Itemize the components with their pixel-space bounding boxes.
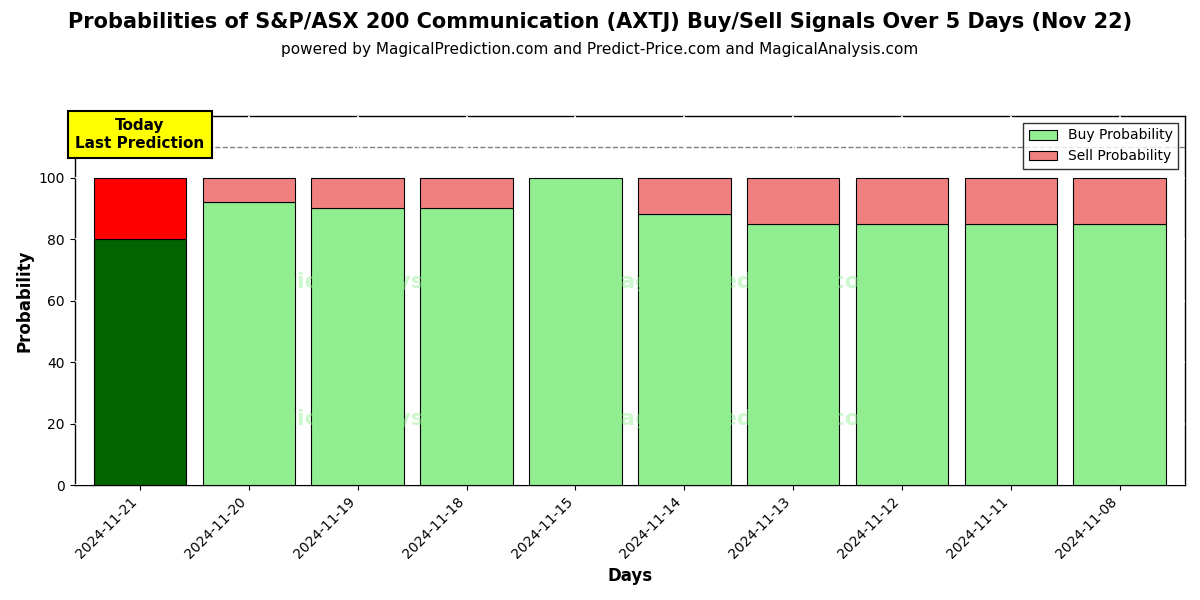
Text: MagicalPrediction.com: MagicalPrediction.com [598, 409, 883, 428]
Bar [746, 224, 839, 485]
Bar [1074, 224, 1166, 485]
Bar [638, 178, 731, 214]
Bar [856, 224, 948, 485]
Bar [1074, 178, 1166, 224]
Text: Probabilities of S&P/ASX 200 Communication (AXTJ) Buy/Sell Signals Over 5 Days (: Probabilities of S&P/ASX 200 Communicati… [68, 12, 1132, 32]
Bar [312, 178, 404, 208]
Bar [94, 178, 186, 239]
Text: MagicalPrediction.com: MagicalPrediction.com [598, 272, 883, 292]
Y-axis label: Probability: Probability [16, 249, 34, 352]
Text: powered by MagicalPrediction.com and Predict-Price.com and MagicalAnalysis.com: powered by MagicalPrediction.com and Pre… [281, 42, 919, 57]
Bar [420, 178, 512, 208]
Bar [420, 208, 512, 485]
Bar [965, 178, 1057, 224]
Bar [638, 214, 731, 485]
Bar [203, 178, 295, 202]
X-axis label: Days: Days [607, 567, 653, 585]
Bar [529, 178, 622, 485]
Bar [94, 239, 186, 485]
Bar [203, 202, 295, 485]
Text: MagicalAnalysis.com: MagicalAnalysis.com [244, 272, 505, 292]
Text: Today
Last Prediction: Today Last Prediction [76, 118, 204, 151]
Text: MagicalAnalysis.com: MagicalAnalysis.com [244, 409, 505, 428]
Bar [746, 178, 839, 224]
Legend: Buy Probability, Sell Probability: Buy Probability, Sell Probability [1024, 123, 1178, 169]
Bar [856, 178, 948, 224]
Bar [965, 224, 1057, 485]
Bar [312, 208, 404, 485]
